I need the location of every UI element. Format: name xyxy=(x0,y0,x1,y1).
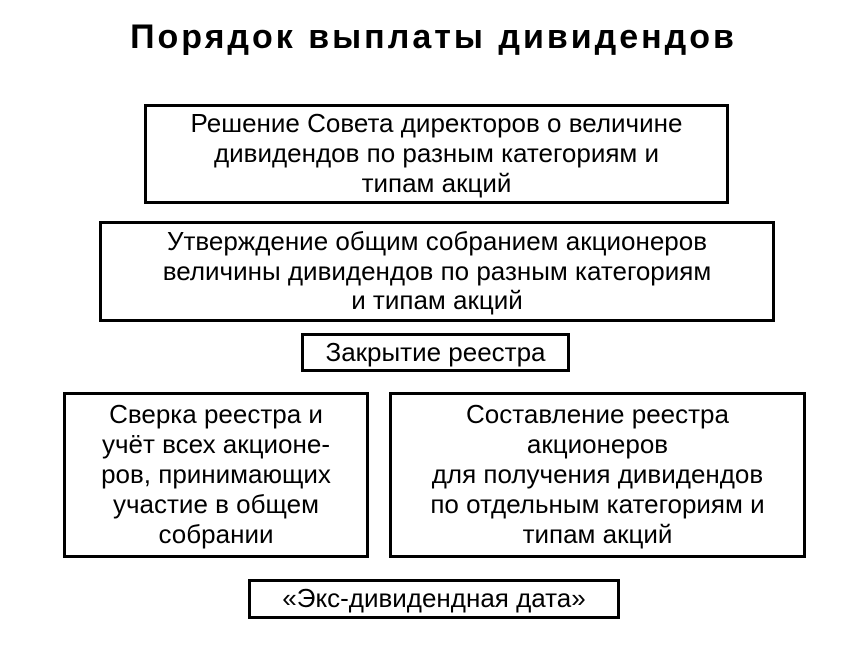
step-4a-box: Сверка реестра и учёт всех акционе- ров,… xyxy=(63,392,369,558)
step-4b-box: Составление реестра акционеров для получ… xyxy=(389,392,806,558)
step-4a-text: Сверка реестра и учёт всех акционе- ров,… xyxy=(101,400,331,549)
step-4b-text: Составление реестра акционеров для получ… xyxy=(430,400,764,549)
step-5-box: «Экс-дивидендная дата» xyxy=(248,579,620,619)
step-2-box: Утверждение общим собранием акционеров в… xyxy=(99,221,775,322)
step-3-text: Закрытие реестра xyxy=(325,338,545,368)
step-3-box: Закрытие реестра xyxy=(301,333,570,372)
step-1-box: Решение Совета директоров о величине див… xyxy=(144,104,729,204)
diagram-page: Порядок выплаты дивидендов Решение Совет… xyxy=(0,0,867,654)
step-1-text: Решение Совета директоров о величине див… xyxy=(191,109,683,199)
step-5-text: «Экс-дивидендная дата» xyxy=(282,584,585,614)
step-2-text: Утверждение общим собранием акционеров в… xyxy=(163,227,712,317)
diagram-title: Порядок выплаты дивидендов xyxy=(0,18,867,57)
